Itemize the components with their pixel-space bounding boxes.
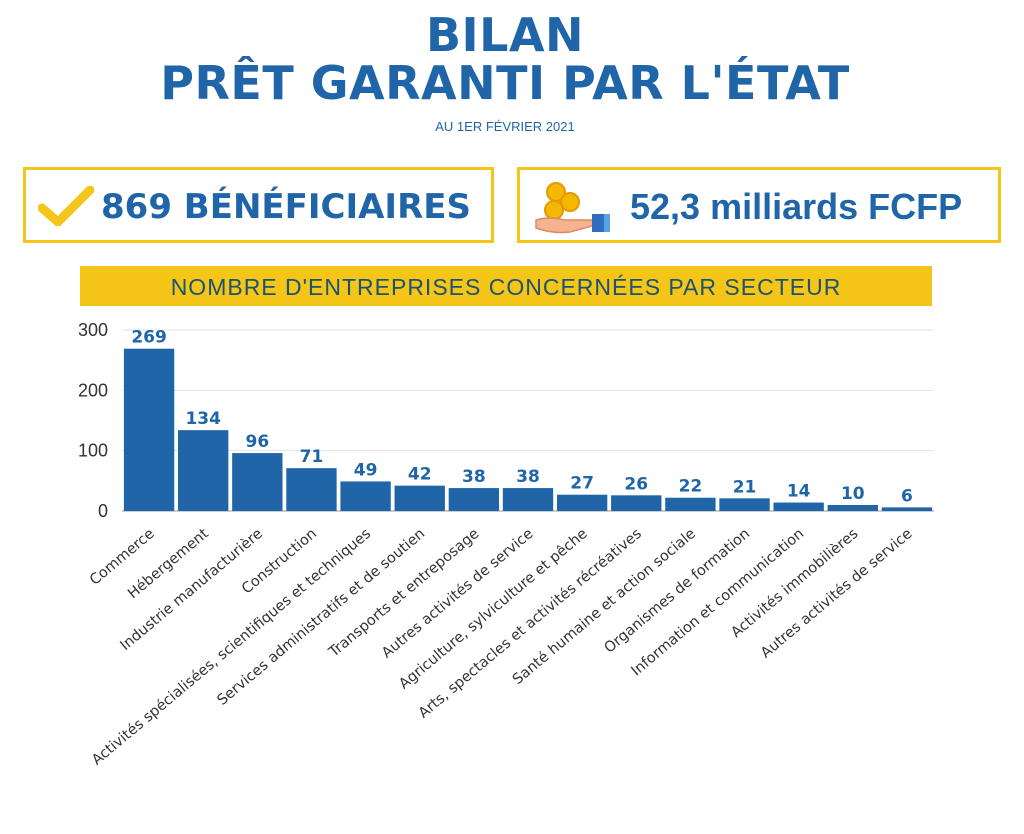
data-label: 6 (901, 486, 913, 506)
bar (394, 485, 445, 511)
data-label: 38 (516, 467, 540, 487)
bar (448, 488, 500, 511)
bar (178, 430, 229, 511)
bar (556, 494, 608, 511)
bar (123, 348, 175, 511)
y-tick-label: 300 (78, 320, 108, 340)
bar (665, 497, 716, 511)
y-tick-label: 200 (78, 380, 108, 400)
data-label: 269 (131, 328, 167, 348)
data-label: 96 (245, 432, 269, 452)
check-icon (38, 186, 94, 226)
coins-hand-icon (535, 182, 610, 234)
bar (502, 488, 554, 511)
bars (123, 348, 933, 511)
y-tick-label: 100 (78, 441, 108, 461)
amount-card: 52,3 milliards FCFP (517, 167, 1001, 243)
data-label: 38 (462, 467, 486, 487)
bar (232, 453, 283, 511)
data-label: 10 (841, 484, 865, 504)
data-label: 26 (624, 474, 648, 494)
page-title-line1: BILAN (425, 8, 585, 62)
chart-title: NOMBRE D'ENTREPRISES CONCERNÉES PAR SECT… (170, 274, 842, 300)
data-label: 14 (787, 482, 811, 502)
bar (719, 498, 770, 511)
data-label: 42 (408, 465, 432, 485)
data-label: 27 (570, 474, 594, 494)
data-label: 71 (300, 447, 324, 467)
bar (611, 495, 662, 511)
page-title-line2: PRÊT GARANTI PAR L'ÉTAT (160, 56, 850, 110)
chart-title-banner: NOMBRE D'ENTREPRISES CONCERNÉES PAR SECT… (80, 266, 932, 306)
beneficiaries-card: 869 BÉNÉFICIAIRES (23, 167, 494, 243)
bar (773, 502, 824, 511)
page-subtitle: AU 1ER FÉVRIER 2021 (435, 119, 575, 134)
bar (881, 507, 933, 511)
data-label: 134 (185, 409, 221, 429)
bar (340, 481, 391, 511)
data-label: 21 (733, 477, 757, 497)
data-label: 49 (354, 460, 378, 480)
data-label: 22 (679, 477, 703, 497)
data-labels: 269 134 96 71 49 42 38 38 27 26 22 21 14 10 6 (131, 328, 913, 507)
bar (827, 504, 878, 511)
bar (286, 468, 337, 511)
y-tick-label: 0 (98, 501, 108, 521)
amount-value: 52,3 milliards FCFP (630, 186, 963, 227)
beneficiaries-count: 869 BÉNÉFICIAIRES (101, 187, 471, 227)
y-axis: 0 100 200 300 (78, 320, 108, 521)
